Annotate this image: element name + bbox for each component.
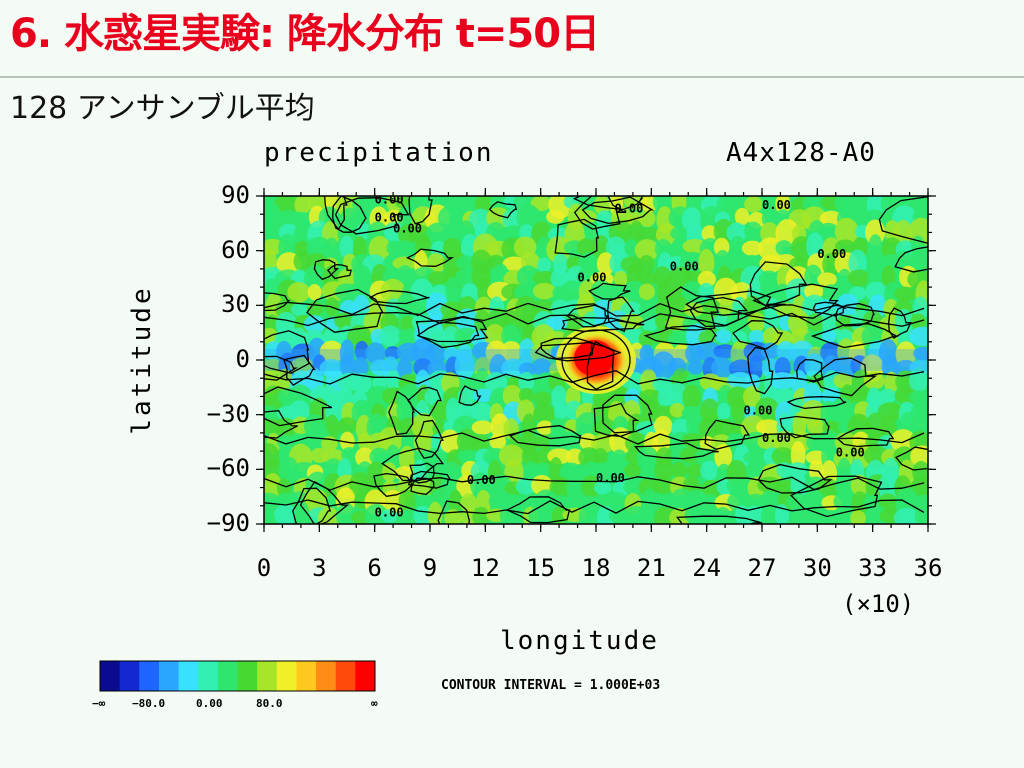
x-tick-label: 30	[802, 554, 832, 582]
colorbar-label: −∞	[92, 697, 106, 710]
slide-title: 6. 水惑星実験: 降水分布 t=50日	[10, 11, 600, 57]
colorbar-swatch	[355, 661, 376, 691]
x-tick-label: 33	[858, 554, 888, 582]
contour-label: 0.00	[744, 404, 773, 418]
contour-label: 0.00	[596, 471, 625, 485]
colorbar-swatch	[178, 661, 199, 691]
colorbar-label: −80.0	[132, 697, 166, 710]
contour-label: 0.00	[614, 201, 643, 215]
x-tick-label: 9	[422, 554, 438, 582]
contour-label: 0.00	[578, 271, 607, 285]
x-tick-label: 0	[256, 554, 272, 582]
x-tick-label: 27	[747, 554, 777, 582]
x-tick-label: 6	[367, 554, 382, 582]
title-divider	[0, 76, 1024, 78]
contour-label: 0.00	[375, 192, 404, 206]
y-tick-label: 90	[221, 181, 250, 209]
variable-name: precipitation	[264, 138, 494, 168]
contour-label: 0.00	[467, 473, 496, 487]
x-axis-label: longitude	[500, 626, 659, 656]
slide-subtitle: 128 アンサンブル平均	[10, 91, 315, 126]
colorbar-swatch	[276, 661, 297, 691]
colorbar-swatch	[257, 661, 278, 691]
y-tick-label: 0	[235, 345, 250, 373]
colorbar-swatch	[237, 661, 258, 691]
axes	[256, 188, 936, 532]
x-tick-label: 12	[470, 554, 500, 582]
colorbar-swatch	[139, 661, 160, 691]
contour-label: 0.00	[762, 198, 791, 212]
x-tick-label: 24	[692, 554, 722, 582]
colorbar-swatch	[100, 661, 121, 691]
y-tick-label: 30	[221, 290, 250, 319]
x-tick-label: 3	[312, 554, 327, 582]
contour-label: 0.00	[836, 446, 865, 460]
y-tick-label: 60	[221, 235, 250, 264]
colorbar-swatch	[119, 661, 140, 691]
colorbar-label: 80.0	[256, 697, 283, 710]
x-axis-multiplier: (×10)	[842, 590, 915, 618]
contour-label: 0.00	[670, 260, 699, 274]
contour-label: 0.00	[762, 431, 791, 445]
colorbar-swatch	[158, 661, 180, 691]
contour-label: 0.00	[817, 247, 846, 261]
contour-labels: 0.000.000.000.00 0.000.000.000.000.000.00…	[375, 192, 865, 520]
colorbar-swatch	[335, 661, 356, 691]
colorbar-swatch	[316, 661, 337, 691]
colorbar	[99, 660, 376, 692]
contour-label: 0.00	[393, 221, 422, 235]
x-tick-label: 36	[913, 554, 943, 582]
colorbar-swatch	[198, 661, 219, 691]
y-tick-label: −30	[206, 399, 250, 428]
x-tick-label: 21	[636, 554, 666, 582]
contour-interval-note: CONTOUR INTERVAL = 1.000E+03	[441, 678, 661, 693]
colorbar-swatch	[217, 661, 238, 691]
contour-label: 0.00	[375, 211, 404, 225]
colorbar-label: ∞	[371, 697, 378, 710]
y-axis-label: latitude	[127, 285, 157, 435]
colorbar-swatch	[296, 661, 317, 691]
x-tick-label: 15	[526, 554, 556, 582]
y-tick-label: −90	[206, 509, 250, 537]
y-tick-label: −60	[206, 454, 250, 483]
experiment-id: A4x128-A0	[726, 138, 876, 168]
contour-lines	[264, 196, 928, 524]
contour-label: 0.00	[375, 506, 404, 520]
colorbar-label: 0.00	[196, 697, 223, 710]
x-tick-label: 18	[581, 554, 611, 582]
